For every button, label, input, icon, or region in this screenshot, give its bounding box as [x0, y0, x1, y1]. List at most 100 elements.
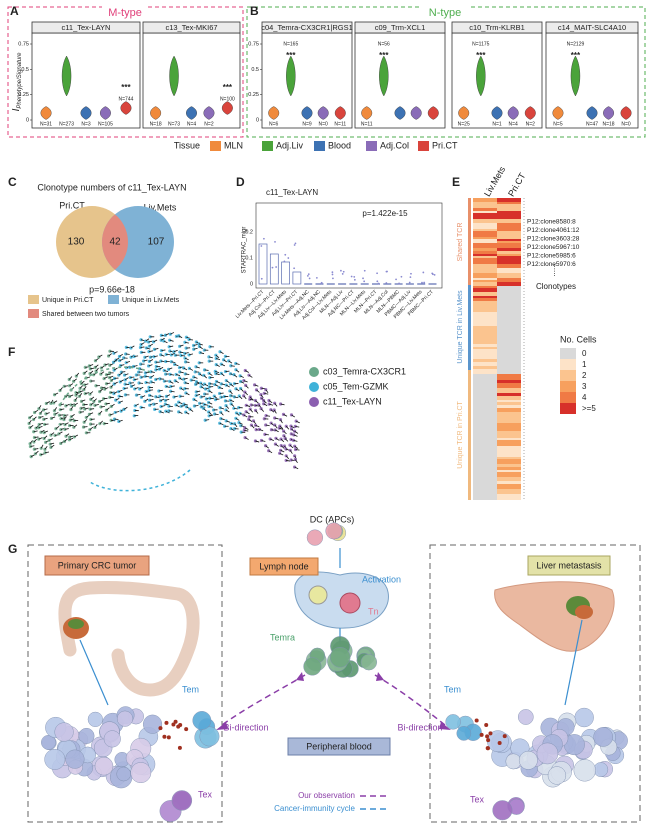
legend-swatch	[560, 348, 576, 359]
granule	[485, 746, 490, 751]
point	[431, 272, 434, 275]
heat-cell	[497, 393, 521, 396]
legend-label: Cancer-immunity cycle	[274, 804, 355, 813]
velocity	[166, 386, 171, 388]
velocity	[139, 386, 144, 390]
legend-label: >=5	[582, 404, 596, 413]
velocity	[111, 403, 115, 407]
plot-title: c11_Tex-LAYN	[62, 23, 111, 32]
clone-label: P12:clone5970:6	[527, 261, 576, 268]
velocity	[79, 385, 84, 389]
velocity	[45, 412, 50, 415]
velocity	[265, 389, 269, 394]
velocity	[189, 367, 194, 371]
velocity	[76, 372, 80, 377]
y-axis-label: STARTRAC_migr	[242, 227, 248, 274]
violin	[458, 106, 470, 120]
heat-cell	[473, 417, 497, 423]
tn-label: Tn	[368, 606, 379, 616]
clone-label: P12:clone8580:8	[527, 219, 576, 226]
velocity	[50, 399, 54, 404]
heat-cell	[497, 202, 521, 204]
label-box	[527, 555, 611, 576]
velocity	[50, 432, 55, 436]
velocity	[215, 354, 220, 359]
heat-cell	[497, 440, 521, 446]
velocity	[135, 403, 139, 407]
cell-dot	[202, 348, 206, 352]
point	[433, 273, 436, 276]
velocity	[160, 405, 166, 407]
legend-label: 3	[582, 382, 587, 391]
heat-cell	[497, 320, 521, 326]
cell	[116, 710, 134, 727]
label-bg	[422, 6, 468, 19]
heat-cell	[473, 481, 497, 484]
heat-cell	[473, 338, 497, 344]
heat-cell	[497, 286, 521, 288]
velocity	[141, 406, 146, 409]
cell-dot	[132, 378, 136, 382]
group-label: Unique TCR in Pri.CT	[457, 401, 464, 469]
group-bar	[468, 198, 471, 285]
legend-label: Unique in Pri.CT	[42, 297, 94, 304]
velocity	[50, 442, 55, 445]
velocity	[159, 411, 164, 414]
violin	[491, 106, 503, 120]
velocity	[148, 340, 153, 343]
velocity	[64, 428, 69, 430]
velocity	[244, 391, 248, 396]
cell-dot	[193, 370, 197, 374]
cell	[306, 529, 324, 546]
velocity	[230, 383, 234, 387]
velocity	[60, 423, 65, 425]
velocity	[54, 407, 57, 411]
cell-dot	[169, 353, 173, 357]
velocity	[118, 389, 123, 393]
heat-cell	[497, 380, 521, 383]
velocity	[126, 360, 131, 364]
velocity	[274, 429, 279, 433]
velocity	[171, 361, 176, 363]
cell-dot	[142, 359, 146, 363]
legend-label: Unique in Liv.Mets	[122, 297, 180, 304]
velocity	[240, 375, 244, 378]
velocity	[216, 364, 220, 367]
heat-cell	[473, 492, 497, 494]
velocity	[214, 384, 219, 387]
velocity	[184, 357, 189, 361]
granule	[176, 724, 181, 729]
cell-dot	[213, 382, 217, 387]
cell	[199, 726, 220, 747]
tex-label: Tex	[198, 789, 213, 799]
heat-cell	[497, 405, 521, 408]
strip	[261, 21, 353, 34]
y-tick-label: 0.75	[18, 41, 29, 47]
point	[395, 278, 397, 281]
heat-cell	[497, 338, 521, 344]
velocity	[216, 358, 221, 361]
cell	[142, 714, 163, 734]
heat-cell	[473, 347, 497, 349]
heat-cell	[497, 231, 521, 237]
heat-cell	[473, 312, 497, 317]
point	[409, 276, 412, 279]
legend-label: Blood	[328, 140, 351, 150]
velocity	[196, 390, 201, 393]
cell	[574, 707, 594, 728]
cell	[325, 522, 343, 540]
velocity	[154, 348, 159, 350]
cell	[339, 592, 361, 614]
cell-dot	[253, 403, 258, 408]
heat-cell	[497, 481, 521, 484]
cell-dot	[147, 385, 151, 389]
velocity	[64, 385, 69, 387]
velocity	[90, 367, 95, 370]
point	[353, 275, 356, 278]
velocity	[236, 412, 240, 416]
heat-cell	[473, 326, 497, 329]
velocity	[69, 394, 74, 397]
velocity	[148, 364, 153, 367]
granule	[171, 722, 176, 727]
velocity	[170, 332, 175, 335]
